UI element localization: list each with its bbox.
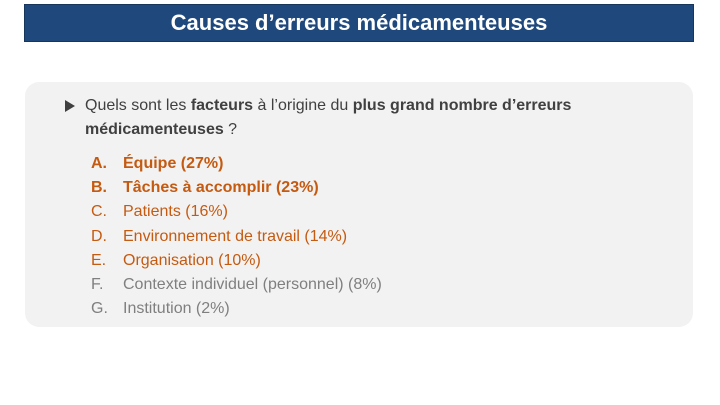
title-bar: Causes d’erreurs médicamenteuses	[24, 4, 694, 42]
question-part-bold: médicamenteuses	[85, 121, 224, 138]
answer-label: Organisation (10%)	[123, 251, 261, 269]
content-box: Quels sont les facteurs à l’origine du p…	[25, 82, 693, 327]
answer-letter: G.	[91, 300, 108, 318]
answer-option: D. Environnement de travail (14%)	[91, 225, 382, 249]
answer-letter: B.	[91, 179, 107, 197]
answer-label: Patients (16%)	[123, 203, 228, 221]
answer-option: G. Institution (2%)	[91, 297, 382, 321]
answer-label: Institution (2%)	[123, 300, 230, 318]
answer-label: Équipe (27%)	[123, 155, 224, 172]
question-part: ?	[223, 121, 238, 138]
triangle-right-icon	[65, 100, 75, 112]
answer-letter: C.	[91, 203, 107, 221]
answer-label: Contexte individuel (personnel) (8%)	[123, 276, 382, 294]
answer-label: Environnement de travail (14%)	[123, 227, 348, 245]
answer-option: E. Organisation (10%)	[91, 249, 382, 273]
question-part-bold: plus grand nombre d’erreurs	[352, 97, 572, 114]
question-part-bold: facteurs	[190, 97, 254, 114]
answer-label: Tâches à accomplir (23%)	[123, 179, 319, 197]
answer-letter: E.	[91, 251, 107, 269]
slide-title: Causes d’erreurs médicamenteuses	[170, 10, 548, 35]
answer-list: A. Équipe (27%) B. Tâches à accomplir (23%)…	[91, 152, 382, 321]
question-part: Quels sont les	[85, 97, 191, 114]
answer-option: F. Contexte individuel (personnel) (8%)	[91, 273, 382, 297]
answer-option: C. Patients (16%)	[91, 200, 382, 224]
answer-option: A. Équipe (27%)	[91, 152, 382, 176]
question-line-2: médicamenteuses ?	[65, 118, 665, 142]
question-line-1: Quels sont les facteurs à l’origine du p…	[65, 94, 665, 118]
question-part: à l’origine du	[253, 97, 353, 114]
answer-letter: A.	[91, 155, 107, 172]
answer-option: B. Tâches à accomplir (23%)	[91, 176, 382, 200]
answer-letter: F.	[91, 276, 104, 294]
answer-letter: D.	[91, 227, 107, 245]
question: Quels sont les facteurs à l’origine du p…	[65, 94, 665, 142]
